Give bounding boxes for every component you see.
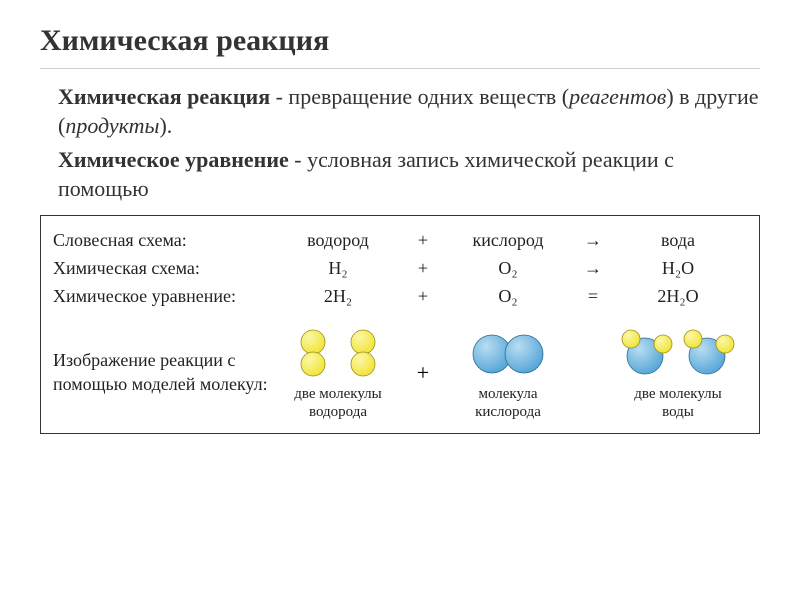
caption-hydrogen: две молекулы водорода bbox=[294, 386, 381, 421]
row-molecules: Изображение реакции с помощью моделей мо… bbox=[53, 324, 747, 421]
plus-icon: + bbox=[403, 230, 443, 251]
cell-hydrogen-word: водород bbox=[273, 230, 403, 251]
cell-2h2: 2H₂ bbox=[273, 286, 403, 307]
cell-o2: O₂ bbox=[443, 258, 573, 279]
definition-reaction: Химическая реакция - превращение одних в… bbox=[58, 83, 760, 140]
plus-icon: + bbox=[403, 258, 443, 279]
term-equation: Химическое уравнение bbox=[58, 147, 289, 172]
reaction-table: Словесная схема: водород + кислород → во… bbox=[40, 215, 760, 434]
arrow-icon: → bbox=[573, 258, 613, 279]
caption-water: две молекулы воды bbox=[634, 386, 721, 421]
text: - превращение одних веществ ( bbox=[270, 84, 569, 109]
oxygen-molecule-icon bbox=[466, 324, 550, 384]
page-title: Химическая реакция bbox=[40, 24, 760, 58]
plus-icon: + bbox=[403, 286, 443, 307]
molecules-hydrogen: две молекулы водорода bbox=[273, 324, 403, 421]
text: ). bbox=[159, 113, 172, 138]
plus-icon: + bbox=[403, 360, 443, 386]
paren-products: продукты bbox=[65, 113, 159, 138]
definition-equation: Химическое уравнение - условная запись х… bbox=[58, 146, 760, 203]
molecules-oxygen: молекула кислорода bbox=[443, 324, 573, 421]
hydrogen-molecule-icon bbox=[291, 324, 385, 384]
cell-water-word: вода bbox=[613, 230, 743, 251]
row-label-models: Изображение реакции с помощью моделей мо… bbox=[53, 349, 273, 396]
title-underline bbox=[40, 68, 760, 69]
molecules-water: две молекулы воды bbox=[613, 324, 743, 421]
row-scheme: Химическая схема: H₂ + O₂ → H₂O bbox=[53, 254, 747, 282]
cell-h2: H₂ bbox=[273, 258, 403, 279]
row-label: Химическая схема: bbox=[53, 258, 273, 279]
cell-h2o: H₂O bbox=[613, 258, 743, 279]
cell-2h2o: 2H₂O bbox=[613, 286, 743, 307]
definitions-block: Химическая реакция - превращение одних в… bbox=[58, 83, 760, 203]
row-label: Словесная схема: bbox=[53, 230, 273, 251]
cell-oxygen-word: кислород bbox=[443, 230, 573, 251]
cell-o2: O₂ bbox=[443, 286, 573, 307]
row-verbal: Словесная схема: водород + кислород → во… bbox=[53, 226, 747, 254]
water-molecule-icon bbox=[619, 324, 737, 384]
row-equation: Химическое уравнение: 2H₂ + O₂ = 2H₂O bbox=[53, 282, 747, 310]
equals-icon: = bbox=[573, 286, 613, 307]
row-label: Химическое уравнение: bbox=[53, 286, 273, 307]
caption-oxygen: молекула кислорода bbox=[475, 386, 541, 421]
arrow-icon: → bbox=[573, 230, 613, 251]
term-reaction: Химическая реакция bbox=[58, 84, 270, 109]
paren-reagents: реагентов bbox=[569, 84, 666, 109]
